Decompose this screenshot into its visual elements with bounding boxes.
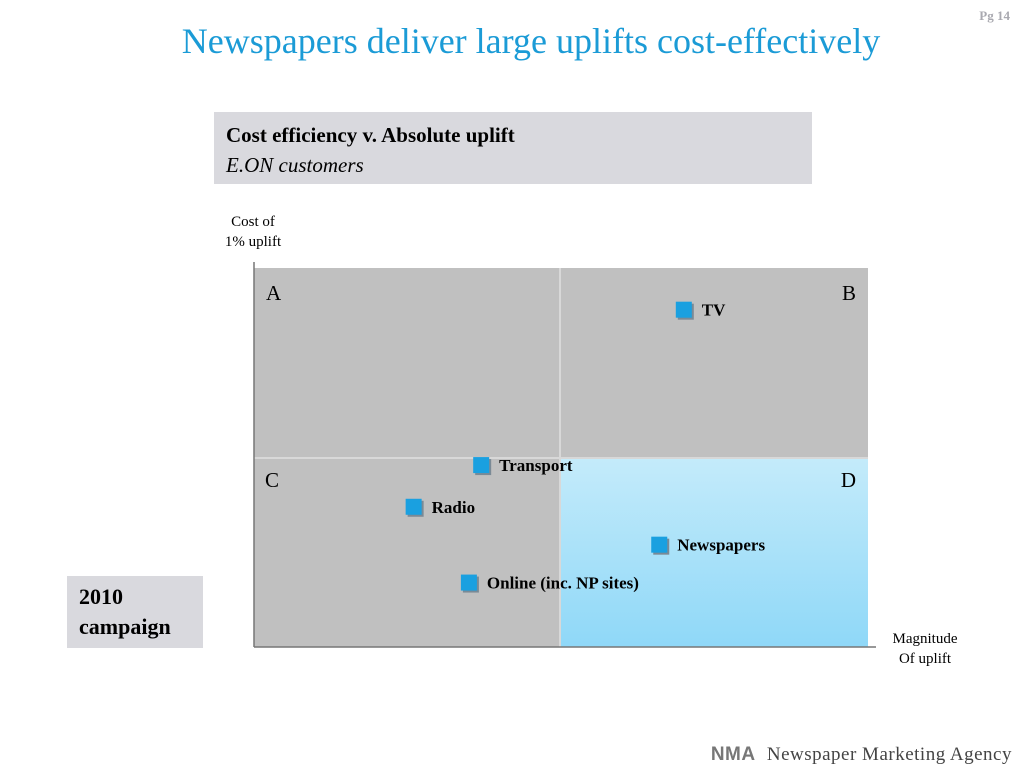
point-online-inc-np-sites (460, 574, 477, 591)
quadrant-c (254, 458, 560, 647)
agency-name: Newspaper Marketing Agency (766, 744, 1012, 765)
point-transport (473, 457, 490, 474)
quadrant-a (254, 268, 560, 458)
point-tv (675, 301, 692, 318)
page-title: Newspapers deliver large uplifts cost-ef… (181, 21, 881, 61)
point-label-newspapers: Newspapers (677, 536, 765, 555)
chart-subtitle: E.ON customers (226, 153, 364, 177)
point-label-online-inc-np-sites: Online (inc. NP sites) (487, 574, 639, 593)
point-newspapers (651, 536, 668, 553)
point-label-transport: Transport (499, 456, 573, 475)
quadrant-label-d: D (841, 468, 856, 492)
point-radio (405, 498, 422, 515)
quadrant-b (560, 268, 868, 458)
point-label-radio: Radio (432, 498, 475, 517)
chart-title: Cost efficiency v. Absolute uplift (226, 123, 515, 147)
x-axis-label: Magnitude Of uplift (893, 631, 958, 667)
nma-logo: NMA (710, 744, 756, 765)
campaign-label: 2010 campaign (79, 584, 171, 639)
chart-title-box: Cost efficiency v. Absolute uplift E.ON … (214, 112, 812, 184)
quadrant-label-a: A (266, 281, 282, 305)
quadrant-d (560, 458, 868, 647)
quadrant-label-b: B (842, 281, 856, 305)
y-axis-label: Cost of 1% uplift (225, 214, 282, 250)
quadrant-label-c: C (265, 468, 279, 492)
footer-branding: NMA Newspaper Marketing Agency (711, 744, 1012, 766)
point-label-tv: TV (702, 301, 726, 320)
page-number: Pg 14 (979, 8, 1010, 23)
campaign-label-box: 2010 campaign (67, 576, 203, 648)
